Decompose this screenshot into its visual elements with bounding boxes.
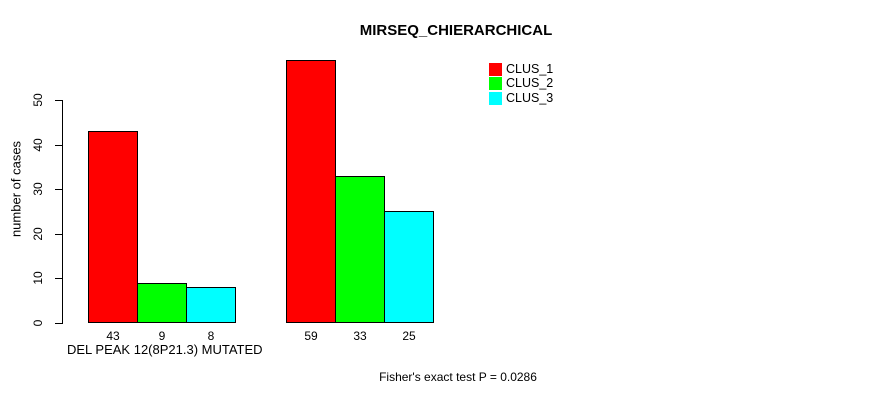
y-tick-label: 40 [31, 138, 45, 152]
x-axis-title: DEL PEAK 12(8P21.3) MUTATED [67, 342, 263, 357]
bar-value-label: 8 [207, 329, 215, 343]
y-tick-label: 30 [31, 182, 45, 196]
legend-swatch-clus_1 [489, 63, 502, 76]
bar-group-2-clus_1 [286, 60, 336, 323]
legend-swatch-clus_2 [489, 77, 502, 91]
y-tick-mark [55, 145, 62, 146]
y-tick-mark [55, 323, 62, 324]
y-tick-label: 20 [31, 227, 45, 241]
legend-swatch-clus_3 [489, 91, 502, 105]
y-tick-label: 10 [31, 271, 45, 285]
y-axis-title: number of cases [8, 140, 24, 238]
bar-group-2-clus_2 [335, 176, 385, 323]
y-tick-mark [55, 100, 62, 101]
legend-label-clus_2: CLUS_2 [506, 76, 554, 91]
y-tick-label: 0 [31, 319, 45, 327]
legend-label-clus_3: CLUS_3 [506, 90, 554, 105]
stat-annotation: Fisher's exact test P = 0.0286 [379, 370, 537, 384]
bar-group-1-clus_3 [186, 287, 236, 323]
y-tick-mark [55, 189, 62, 190]
y-axis-line [62, 100, 63, 324]
bar-group-2-clus_3 [384, 211, 434, 323]
bar-value-label: 25 [402, 329, 416, 343]
y-tick-mark [55, 234, 62, 235]
y-tick-mark [55, 278, 62, 279]
bar-group-1-clus_1 [88, 131, 138, 323]
bar-value-label: 33 [353, 329, 367, 343]
chart-title: MIRSEQ_CHIERARCHICAL [359, 22, 553, 39]
bar-value-label: 9 [158, 329, 166, 343]
y-tick-label: 50 [31, 93, 45, 107]
bar-value-label: 43 [106, 329, 120, 343]
legend-label-clus_1: CLUS_1 [506, 62, 554, 76]
bar-group-1-clus_2 [137, 283, 187, 323]
bar-value-label: 59 [304, 329, 318, 343]
